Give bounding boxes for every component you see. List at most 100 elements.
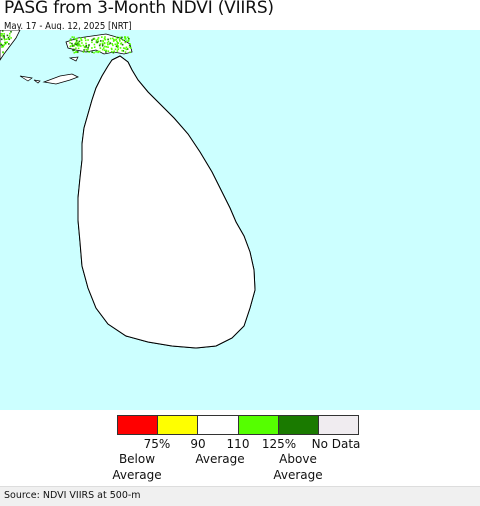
ndvi-pixel xyxy=(199,121,202,123)
ndvi-pixel xyxy=(210,151,212,153)
ndvi-pixel xyxy=(92,38,95,40)
ndvi-pixel xyxy=(218,120,220,122)
ndvi-pixel xyxy=(72,44,74,46)
ndvi-pixel xyxy=(183,94,186,96)
ndvi-pixel xyxy=(95,69,98,71)
ndvi-pixel xyxy=(78,185,79,188)
ndvi-pixel xyxy=(97,37,100,39)
ndvi-pixel xyxy=(105,348,107,350)
ndvi-pixel xyxy=(228,342,230,344)
ndvi-pixel xyxy=(106,42,109,44)
ndvi-pixel xyxy=(232,174,235,176)
ndvi-pixel xyxy=(140,347,143,348)
ndvi-pixel xyxy=(78,118,80,120)
ndvi-pixel xyxy=(91,47,93,49)
islet xyxy=(19,75,33,82)
ndvi-pixel xyxy=(128,38,130,41)
legend-tick-90: 90 xyxy=(190,437,206,451)
sri-lanka-map xyxy=(0,30,260,352)
ndvi-pixel xyxy=(246,208,248,211)
ndvi-pixel xyxy=(75,41,77,44)
ndvi-pixel xyxy=(230,123,232,125)
ndvi-pixel xyxy=(89,301,92,304)
ndvi-pixel xyxy=(255,214,257,216)
ndvi-pixel xyxy=(82,340,85,342)
ndvi-pixel xyxy=(249,138,252,141)
ndvi-pixel xyxy=(170,98,172,101)
ndvi-pixel xyxy=(110,50,113,53)
ndvi-pixel xyxy=(92,330,94,333)
ndvi-pixel xyxy=(101,62,103,64)
ndvi-pixel xyxy=(101,42,104,45)
ndvi-pixel xyxy=(96,41,99,43)
ndvi-pixel xyxy=(78,101,80,103)
ndvi-pixel xyxy=(184,57,186,59)
ndvi-pixel xyxy=(252,238,255,241)
ndvi-pixel xyxy=(158,346,160,348)
ndvi-pixel xyxy=(128,46,131,48)
ndvi-pixel xyxy=(248,115,251,118)
legend-caption-below: Below xyxy=(118,452,156,466)
ndvi-pixel xyxy=(112,37,114,40)
ndvi-pixel xyxy=(220,74,223,77)
ndvi-pixel xyxy=(232,164,235,166)
ndvi-pixel xyxy=(144,59,147,61)
ndvi-pixel xyxy=(213,349,215,351)
ndvi-pixel xyxy=(96,329,99,331)
ndvi-pixel xyxy=(0,34,3,37)
ndvi-pixel xyxy=(85,48,87,51)
ndvi-pixel xyxy=(242,221,244,223)
ndvi-pixel xyxy=(145,75,147,78)
ndvi-pixel xyxy=(78,123,80,125)
ndvi-pixel xyxy=(244,350,246,352)
ndvi-pixel xyxy=(7,36,10,39)
ndvi-pixel xyxy=(124,38,126,40)
ndvi-pixel xyxy=(231,116,234,118)
ndvi-pixel xyxy=(111,48,113,51)
ndvi-pixel xyxy=(161,99,163,101)
ndvi-pixel xyxy=(223,155,225,158)
ndvi-pixel xyxy=(78,120,80,122)
ndvi-pixel xyxy=(255,269,257,271)
ndvi-pixel xyxy=(199,129,202,132)
legend-swatch xyxy=(278,416,319,434)
legend-swatch xyxy=(238,416,279,434)
ndvi-pixel xyxy=(124,36,127,38)
ndvi-pixel xyxy=(159,74,162,77)
ndvi-pixel xyxy=(99,50,101,53)
ndvi-pixel xyxy=(239,342,242,345)
ndvi-pixel xyxy=(76,44,79,47)
ndvi-pixel xyxy=(78,258,79,260)
ndvi-pixel xyxy=(164,346,166,348)
ndvi-pixel xyxy=(80,315,83,317)
ndvi-pixel xyxy=(250,241,252,244)
ndvi-pixel xyxy=(216,99,219,102)
ndvi-pixel xyxy=(229,137,231,139)
ndvi-pixel xyxy=(71,36,74,38)
ndvi-pixel xyxy=(147,59,150,61)
ndvi-pixel xyxy=(150,61,153,64)
ndvi-pixel xyxy=(8,38,11,41)
ndvi-pixel xyxy=(240,73,243,75)
ndvi-pixel xyxy=(126,340,128,342)
ndvi-pixel xyxy=(82,44,85,47)
ndvi-pixel xyxy=(216,139,218,141)
ndvi-pixel xyxy=(253,228,255,230)
ndvi-pixel xyxy=(241,209,244,212)
ndvi-pixel xyxy=(137,62,140,64)
ndvi-pixel xyxy=(210,149,212,152)
ndvi-pixel xyxy=(230,60,233,63)
ndvi-pixel xyxy=(85,83,87,85)
ndvi-pixel xyxy=(244,152,247,154)
ndvi-pixel xyxy=(93,43,96,46)
ndvi-pixel xyxy=(237,60,240,63)
ndvi-pixel xyxy=(255,243,257,245)
ndvi-pixel xyxy=(86,316,89,318)
ndvi-pixel xyxy=(242,345,245,347)
ndvi-pixel xyxy=(78,156,81,158)
legend-tick-125: 125% xyxy=(261,437,297,451)
ndvi-pixel xyxy=(78,135,81,137)
ndvi-pixel xyxy=(258,336,260,338)
ndvi-pixel xyxy=(211,349,213,351)
ndvi-pixel xyxy=(82,286,85,288)
